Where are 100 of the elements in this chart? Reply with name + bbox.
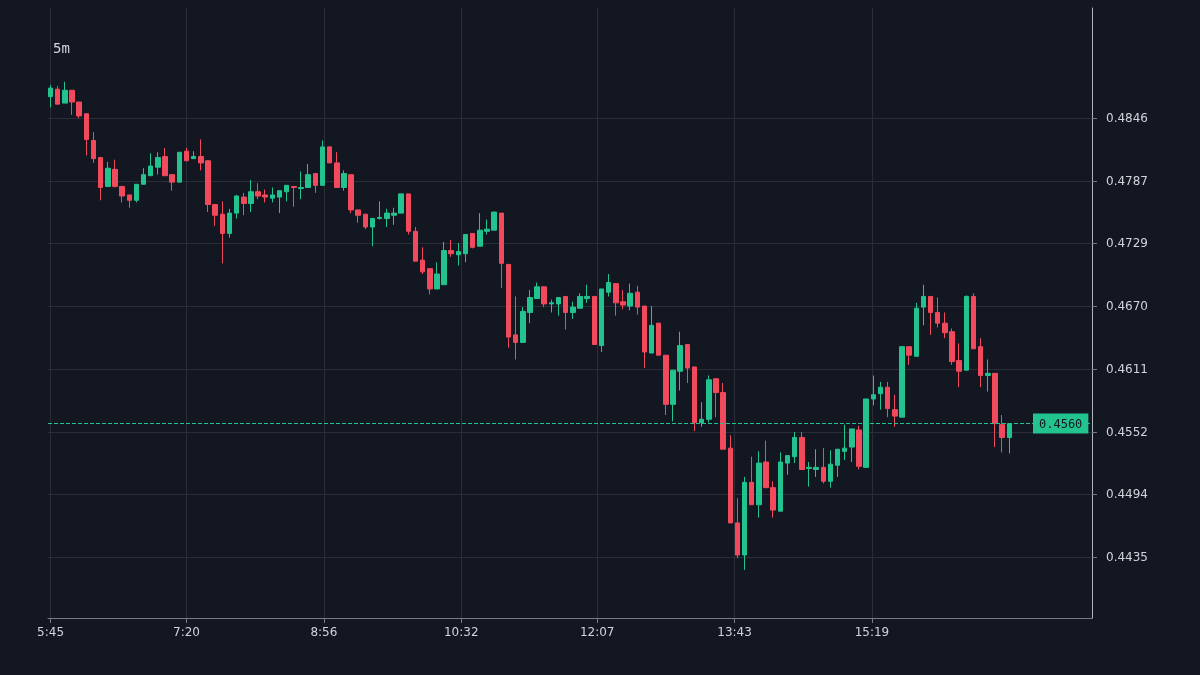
- candlestick: [463, 233, 468, 263]
- candlestick: [363, 213, 368, 230]
- candlestick: [842, 424, 847, 461]
- candlestick: [892, 394, 898, 428]
- candlestick: [592, 295, 597, 346]
- y-tick-label: 0.4787: [1106, 174, 1148, 189]
- candlestick: [241, 192, 247, 216]
- y-tick-label: 0.4552: [1106, 425, 1148, 440]
- x-tick-label: 12:07: [579, 625, 615, 639]
- candlestick: [48, 84, 53, 108]
- candlestick: [248, 179, 254, 213]
- candlestick: [549, 299, 554, 313]
- candlestick: [84, 113, 89, 156]
- y-tick-label: 0.4611: [1106, 362, 1148, 377]
- candlestick: [334, 151, 340, 188]
- candlestick: [971, 292, 976, 350]
- candlestick: [291, 185, 297, 208]
- candlestick: [406, 193, 411, 235]
- candlestick: [992, 372, 998, 448]
- candlestick: [749, 456, 754, 506]
- candlestick: [871, 375, 876, 406]
- candlestick: [799, 431, 805, 471]
- candlestick: [127, 194, 132, 209]
- candlestick: [470, 232, 475, 249]
- candlestick: [742, 476, 747, 571]
- candlestick: [906, 346, 912, 366]
- candlestick: [184, 147, 189, 162]
- candlestick: [506, 263, 511, 349]
- candlestick: [928, 295, 933, 336]
- candlestick: [427, 268, 433, 295]
- candlestick: [728, 434, 733, 524]
- y-tick-label: 0.4846: [1106, 111, 1148, 126]
- candlestick: [899, 346, 905, 418]
- candlestick: [835, 448, 840, 478]
- candlestick: [885, 381, 890, 418]
- candlestick: [155, 151, 161, 176]
- candlestick: [98, 157, 103, 201]
- x-tick-label: 5:45: [37, 625, 65, 639]
- candlestick: [821, 447, 826, 484]
- candlestick: [556, 297, 561, 317]
- candlestick: [420, 246, 425, 275]
- candlestick: [284, 184, 289, 202]
- candlestick: [642, 305, 647, 369]
- candlestick: [377, 200, 382, 221]
- x-tick-label: 15:19: [854, 625, 890, 639]
- y-tick-label: 0.4670: [1106, 299, 1148, 314]
- candlestick: [649, 305, 654, 354]
- candlestick: [778, 451, 783, 512]
- candlestick: [541, 286, 547, 308]
- candlestick: [105, 161, 111, 187]
- candlestick: [227, 208, 232, 239]
- candlestick: [978, 337, 983, 388]
- x-tick-label: 8:56: [310, 625, 338, 639]
- candlestick: [849, 428, 855, 463]
- candlestick: [985, 358, 991, 393]
- ref-line-label: 0.4560: [1039, 416, 1083, 431]
- candlestick: [55, 85, 60, 105]
- text: 5m: [53, 40, 70, 56]
- candlestick: [513, 295, 518, 360]
- candlestick: [270, 186, 275, 203]
- candlestick: [635, 285, 640, 316]
- candlestick: [627, 283, 633, 311]
- candlestick: [935, 297, 940, 328]
- candlestick: [320, 139, 325, 186]
- candlestick: [735, 497, 740, 559]
- candlestick: [785, 455, 790, 476]
- candlestick: [277, 190, 282, 214]
- candlestick: [878, 381, 883, 411]
- candlestick: [756, 450, 762, 519]
- candlestick: [141, 167, 146, 185]
- x-tick-label: 7:20: [173, 625, 200, 639]
- candlestick: [921, 284, 926, 326]
- candlestick: [499, 212, 504, 289]
- candlestick: [413, 226, 418, 262]
- candlestick: [327, 146, 332, 164]
- candlestick: [856, 425, 862, 471]
- candlestick: [692, 366, 697, 432]
- candlestick: [792, 431, 797, 464]
- candlestick: [313, 173, 318, 194]
- candlestick: [685, 344, 690, 384]
- candlestick: [341, 169, 347, 192]
- y-tick-label: 0.4435: [1106, 550, 1148, 565]
- candlestick: [563, 295, 568, 331]
- candlestick: [606, 273, 611, 297]
- y-tick-label: 0.4494: [1106, 487, 1148, 502]
- candlestick: [663, 354, 669, 416]
- candlestick: [134, 183, 139, 203]
- candlestick: [599, 288, 604, 353]
- candlestick: [220, 200, 225, 264]
- candlestick: [62, 81, 68, 104]
- candlestick: [148, 152, 153, 177]
- candlestick: [828, 449, 833, 489]
- candlestick: [191, 150, 196, 160]
- x-tick-label: 13:43: [717, 625, 752, 639]
- candlestick: [914, 302, 919, 357]
- candlestick: [91, 131, 96, 164]
- x-tick-label: 10:32: [443, 625, 479, 639]
- candlestick: [448, 239, 454, 258]
- candlestick: [964, 294, 969, 371]
- candlestick: [656, 322, 661, 356]
